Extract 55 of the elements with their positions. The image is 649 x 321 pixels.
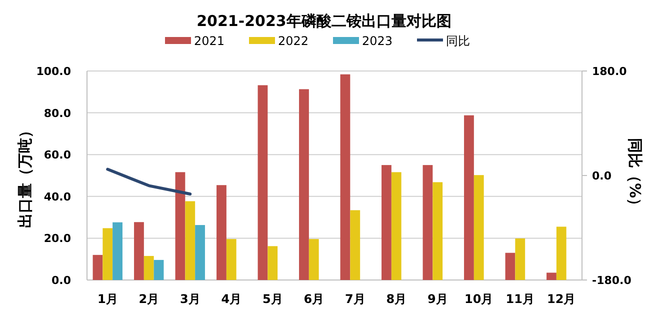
x-tick-label: 10月 [464, 292, 494, 306]
y-axis-title: 出口量（万吨） [16, 123, 34, 228]
bar [422, 165, 433, 280]
bar [102, 228, 113, 280]
bar [432, 182, 443, 280]
bar [474, 175, 484, 280]
y-tick-label: 80.0 [44, 106, 72, 120]
x-tick-label: 7月 [344, 292, 366, 306]
bar [464, 115, 474, 280]
bar [308, 239, 319, 280]
y2-axis-title: 同比（%） [626, 138, 644, 214]
bar [144, 256, 154, 280]
bar [226, 239, 236, 280]
bar [154, 260, 164, 280]
x-tick-label: 1月 [97, 292, 118, 306]
bar [546, 272, 556, 280]
bar [258, 85, 268, 280]
x-tick-label: 2月 [138, 292, 160, 306]
y2-tick-label: 0.0 [592, 170, 612, 182]
x-tick-label: 8月 [386, 292, 407, 306]
chart-title: 2021-2023年磷酸二铵出口量对比图 [196, 12, 452, 30]
bar [299, 89, 309, 280]
bar [391, 172, 402, 280]
x-tick-label: 9月 [427, 292, 448, 306]
x-tick-label: 11月 [506, 292, 534, 306]
x-tick-label: 12月 [547, 292, 576, 306]
bar [112, 222, 122, 280]
bar [350, 210, 360, 280]
bar [505, 252, 516, 280]
y-tick-label: 0.0 [52, 274, 72, 287]
x-tick-label: 5月 [262, 292, 283, 306]
y-tick-label: 40.0 [44, 190, 72, 204]
legend-label: 2022 [278, 34, 309, 48]
bar [175, 172, 186, 280]
x-tick-label: 4月 [221, 292, 242, 306]
y2-tick-label: -180.0 [592, 274, 632, 287]
legend-label: 同比 [446, 34, 470, 48]
bar [134, 222, 144, 280]
y-tick-label: 60.0 [44, 148, 72, 162]
legend-label: 2023 [362, 34, 393, 48]
bar [216, 185, 226, 280]
bar [340, 74, 350, 280]
x-tick-label: 6月 [304, 292, 324, 306]
y2-tick-label: 180.0 [592, 65, 628, 78]
x-tick-label: 3月 [180, 292, 200, 306]
bar [92, 254, 103, 280]
bar [195, 225, 205, 280]
bar [185, 201, 196, 280]
bar [556, 226, 566, 280]
y-tick-label: 20.0 [44, 232, 72, 246]
legend-label: 2021 [194, 34, 225, 48]
bar [515, 238, 526, 280]
bar [268, 246, 278, 280]
y-tick-label: 100.0 [36, 65, 72, 78]
bar [382, 165, 392, 280]
